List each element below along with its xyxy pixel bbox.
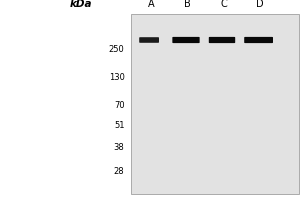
Text: 51: 51 (114, 121, 124, 130)
Text: 250: 250 (109, 45, 124, 53)
Text: 130: 130 (109, 72, 124, 82)
FancyBboxPatch shape (139, 37, 159, 43)
Text: A: A (148, 0, 155, 9)
Text: D: D (256, 0, 263, 9)
FancyBboxPatch shape (172, 37, 200, 43)
Text: 28: 28 (114, 166, 124, 176)
Text: 70: 70 (114, 100, 124, 110)
Text: 38: 38 (114, 144, 124, 152)
FancyBboxPatch shape (244, 37, 273, 43)
Text: B: B (184, 0, 191, 9)
Text: kDa: kDa (70, 0, 92, 9)
FancyBboxPatch shape (209, 37, 235, 43)
Bar (130, 14, 298, 194)
Text: C: C (220, 0, 227, 9)
